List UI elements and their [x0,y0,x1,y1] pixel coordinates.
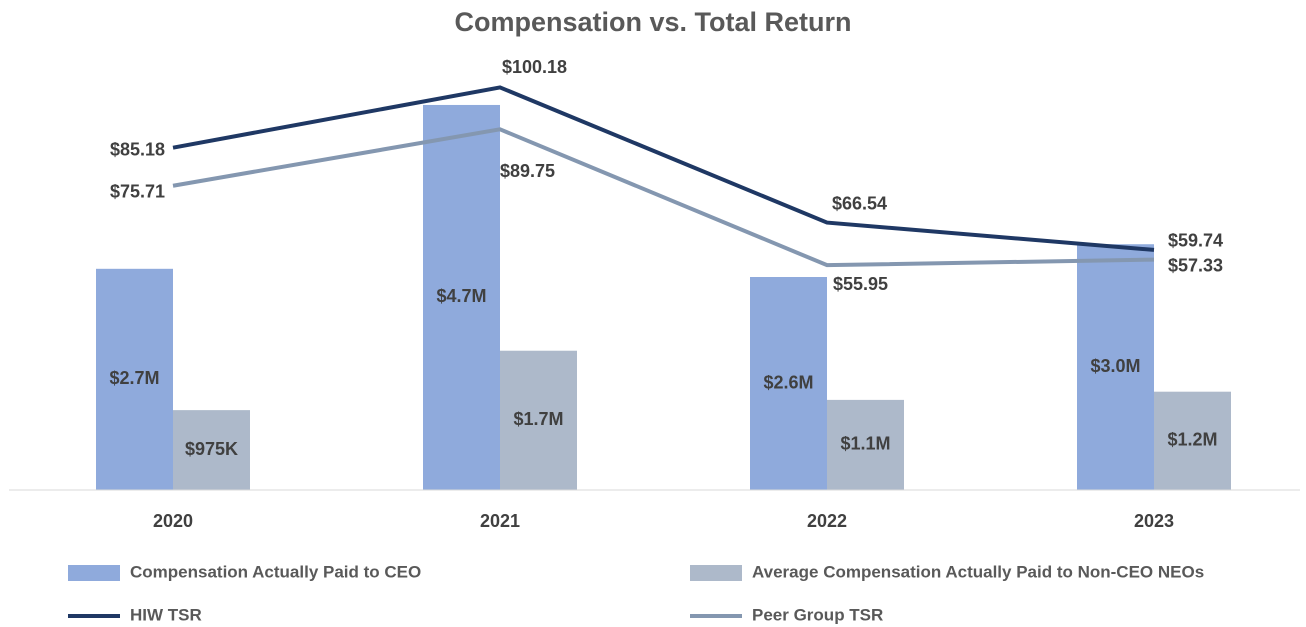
line-value-label: $75.71 [110,181,165,201]
bar [96,268,173,490]
bar-value-label: $975K [185,439,238,459]
line [172,127,1155,268]
line-value-label: $55.95 [833,274,888,294]
legend-label: Average Compensation Actually Paid to No… [752,562,1204,581]
bar [500,350,577,490]
bar [173,410,250,490]
bar-value-label: $1.7M [513,409,563,429]
legend-label: HIW TSR [130,605,202,624]
line-value-label: $57.33 [1168,255,1223,275]
chart-title: Compensation vs. Total Return [454,7,851,37]
legend-label: Peer Group TSR [752,605,883,624]
line-value-label: $100.18 [502,57,567,77]
x-tick-label: 2022 [807,511,847,531]
bar [827,399,904,490]
bar [1077,244,1154,490]
bar [750,277,827,490]
line [172,85,1155,252]
line-value-label: $89.75 [500,161,555,181]
bar [1154,391,1231,490]
line-value-label: $59.74 [1168,231,1223,251]
bar-value-label: $2.7M [109,368,159,388]
legend-swatch [68,565,120,581]
legend-swatch [690,565,742,581]
bar-value-label: $1.2M [1167,430,1217,450]
x-tick-label: 2023 [1134,511,1174,531]
bar-value-label: $4.7M [436,286,486,306]
bar-value-label: $2.6M [763,372,813,392]
x-tick-label: 2020 [153,511,193,531]
bar [423,104,500,490]
bar-value-label: $1.1M [840,434,890,454]
bar-value-label: $3.0M [1090,356,1140,376]
line-value-label: $66.54 [832,193,887,213]
legend-label: Compensation Actually Paid to CEO [130,562,421,581]
line-value-label: $85.18 [110,139,165,159]
x-tick-label: 2021 [480,511,520,531]
